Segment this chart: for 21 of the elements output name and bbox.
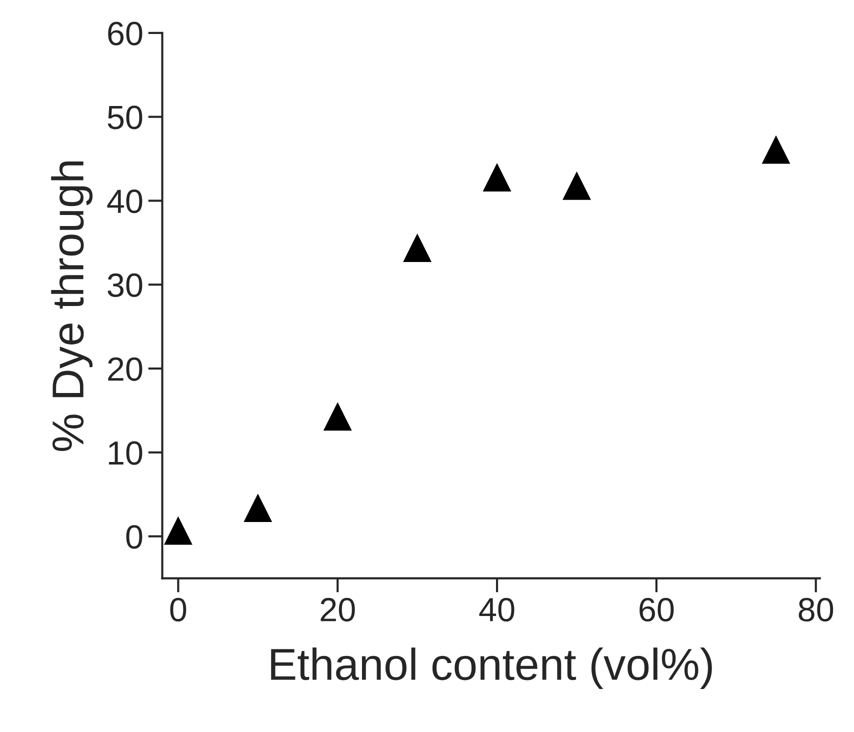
point: [323, 402, 352, 431]
x-tick-label: 80: [798, 598, 834, 622]
y-tick-label: 20: [108, 357, 142, 381]
point: [762, 135, 790, 164]
y-tick-label: 0: [126, 525, 142, 549]
y-tick-label: 50: [108, 106, 142, 130]
x-tick-label: 20: [320, 598, 355, 622]
y-axis-title: % Dye through: [51, 161, 93, 452]
y-tick-label: 40: [107, 190, 142, 214]
x-tick-label: 40: [479, 598, 514, 622]
y-tick-label: 60: [108, 22, 142, 46]
point: [482, 163, 512, 192]
point: [244, 494, 272, 522]
y-tick-label: 30: [108, 273, 142, 298]
point: [562, 171, 591, 200]
x-tick-label: 60: [640, 598, 674, 622]
point: [164, 516, 192, 545]
x-tick-label: 0: [170, 598, 186, 622]
point: [403, 233, 432, 262]
y-tick-label: 10: [108, 441, 142, 465]
x-axis-title: Ethanol content (vol%): [271, 648, 712, 689]
